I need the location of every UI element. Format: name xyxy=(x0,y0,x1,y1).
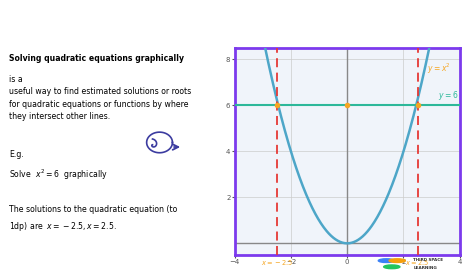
Text: $y = 6$: $y = 6$ xyxy=(438,89,458,102)
Text: The solutions to the quadratic equation (to
1dp) are  $x = -2.5, x = 2.5$.: The solutions to the quadratic equation … xyxy=(9,206,178,233)
Text: Solving quadratic equations graphically: Solving quadratic equations graphically xyxy=(9,54,184,63)
Text: THIRD SPACE: THIRD SPACE xyxy=(413,258,444,262)
Text: $x = -2.5$: $x = -2.5$ xyxy=(261,258,293,267)
Circle shape xyxy=(378,259,394,262)
Text: E.g.
Solve  $x^2 = 6$  graphically: E.g. Solve $x^2 = 6$ graphically xyxy=(9,150,108,182)
Text: Solving quadratic equations graphically: Solving quadratic equations graphically xyxy=(9,17,338,32)
Text: LEARNING: LEARNING xyxy=(413,266,437,270)
Circle shape xyxy=(384,265,400,269)
Text: $x = 2.5$: $x = 2.5$ xyxy=(405,258,429,267)
Text: $y = x^2$: $y = x^2$ xyxy=(428,62,451,76)
Circle shape xyxy=(389,259,405,262)
Text: is a
useful way to find estimated solutions or roots
for quadratic equations or : is a useful way to find estimated soluti… xyxy=(9,75,191,121)
